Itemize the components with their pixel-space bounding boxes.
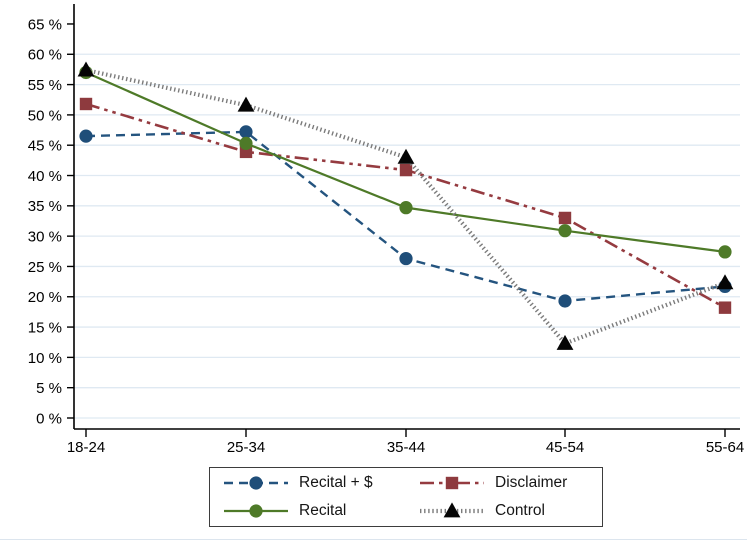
data-point-circle bbox=[558, 224, 572, 238]
legend-sample-marker bbox=[445, 476, 459, 490]
data-point-circle bbox=[399, 201, 413, 215]
legend: Recital + $ Disclaimer Recital Control bbox=[209, 467, 603, 527]
y-tick-label: 20 % bbox=[28, 289, 62, 306]
legend-item-disclaimer: Disclaimer bbox=[418, 470, 596, 496]
y-tick-label: 35 % bbox=[28, 198, 62, 215]
data-point-triangle bbox=[77, 61, 95, 77]
legend-sample-marker bbox=[443, 502, 461, 518]
series-control bbox=[77, 61, 734, 350]
data-point-triangle bbox=[556, 334, 574, 350]
data-point-triangle bbox=[716, 274, 734, 290]
x-tick-label: 18-24 bbox=[67, 439, 105, 456]
y-tick-label: 60 % bbox=[28, 47, 62, 64]
legend-label-recital: Recital bbox=[299, 502, 347, 519]
y-tick-label: 25 % bbox=[28, 259, 62, 276]
data-point-circle bbox=[79, 129, 93, 143]
y-tick-label: 15 % bbox=[28, 319, 62, 336]
y-tick-label: 5 % bbox=[36, 380, 62, 397]
y-tick-label: 50 % bbox=[28, 107, 62, 124]
x-tick-label: 45-54 bbox=[546, 439, 584, 456]
legend-sample-disclaimer-icon bbox=[420, 476, 484, 490]
data-point-circle bbox=[718, 245, 732, 259]
legend-sample-control-icon bbox=[420, 502, 484, 518]
bottom-divider bbox=[0, 539, 747, 540]
y-tick-label: 30 % bbox=[28, 229, 62, 246]
y-tick-label: 10 % bbox=[28, 350, 62, 367]
data-point-circle bbox=[399, 251, 413, 266]
line-chart: 0 % 5 % 10 % 15 % 20 % 25 % 30 % 35 % 40 % 45 % 50… bbox=[28, 4, 744, 456]
series-recital bbox=[79, 65, 732, 259]
legend-label-recital-plus-dollar: Recital + $ bbox=[299, 474, 373, 491]
legend-sample-recital-plus-dollar-icon bbox=[224, 476, 288, 490]
data-point-square bbox=[79, 97, 93, 111]
y-tick-label: 45 % bbox=[28, 138, 62, 155]
data-point-triangle bbox=[397, 148, 415, 164]
data-point-square bbox=[399, 163, 413, 177]
data-point-circle bbox=[558, 294, 572, 308]
y-tick-label: 0 % bbox=[36, 410, 62, 427]
legend-item-control: Control bbox=[418, 498, 596, 524]
legend-sample-recital-icon bbox=[224, 504, 288, 518]
y-tick-label: 65 % bbox=[28, 16, 62, 33]
legend-item-recital: Recital bbox=[222, 498, 418, 524]
data-point-square bbox=[718, 301, 732, 314]
data-point-circle bbox=[239, 136, 253, 150]
gridlines bbox=[74, 53, 740, 419]
legend-sample-marker bbox=[249, 504, 263, 518]
y-tick-label: 55 % bbox=[28, 77, 62, 94]
legend-label-control: Control bbox=[495, 502, 545, 519]
data-point-circle bbox=[239, 125, 253, 139]
legend-item-recital-plus-dollar: Recital + $ bbox=[222, 470, 418, 496]
x-tick-label: 55-64 bbox=[706, 439, 744, 456]
x-tick-label: 25-34 bbox=[227, 439, 265, 456]
axes: 0 % 5 % 10 % 15 % 20 % 25 % 30 % 35 % 40 % 45 % 50… bbox=[28, 4, 744, 456]
x-tick-label: 35-44 bbox=[387, 439, 425, 456]
legend-sample-marker bbox=[249, 476, 263, 490]
y-tick-label: 40 % bbox=[28, 168, 62, 185]
data-point-triangle bbox=[237, 96, 255, 112]
data-point-square bbox=[558, 211, 572, 225]
legend-label-disclaimer: Disclaimer bbox=[495, 474, 568, 491]
